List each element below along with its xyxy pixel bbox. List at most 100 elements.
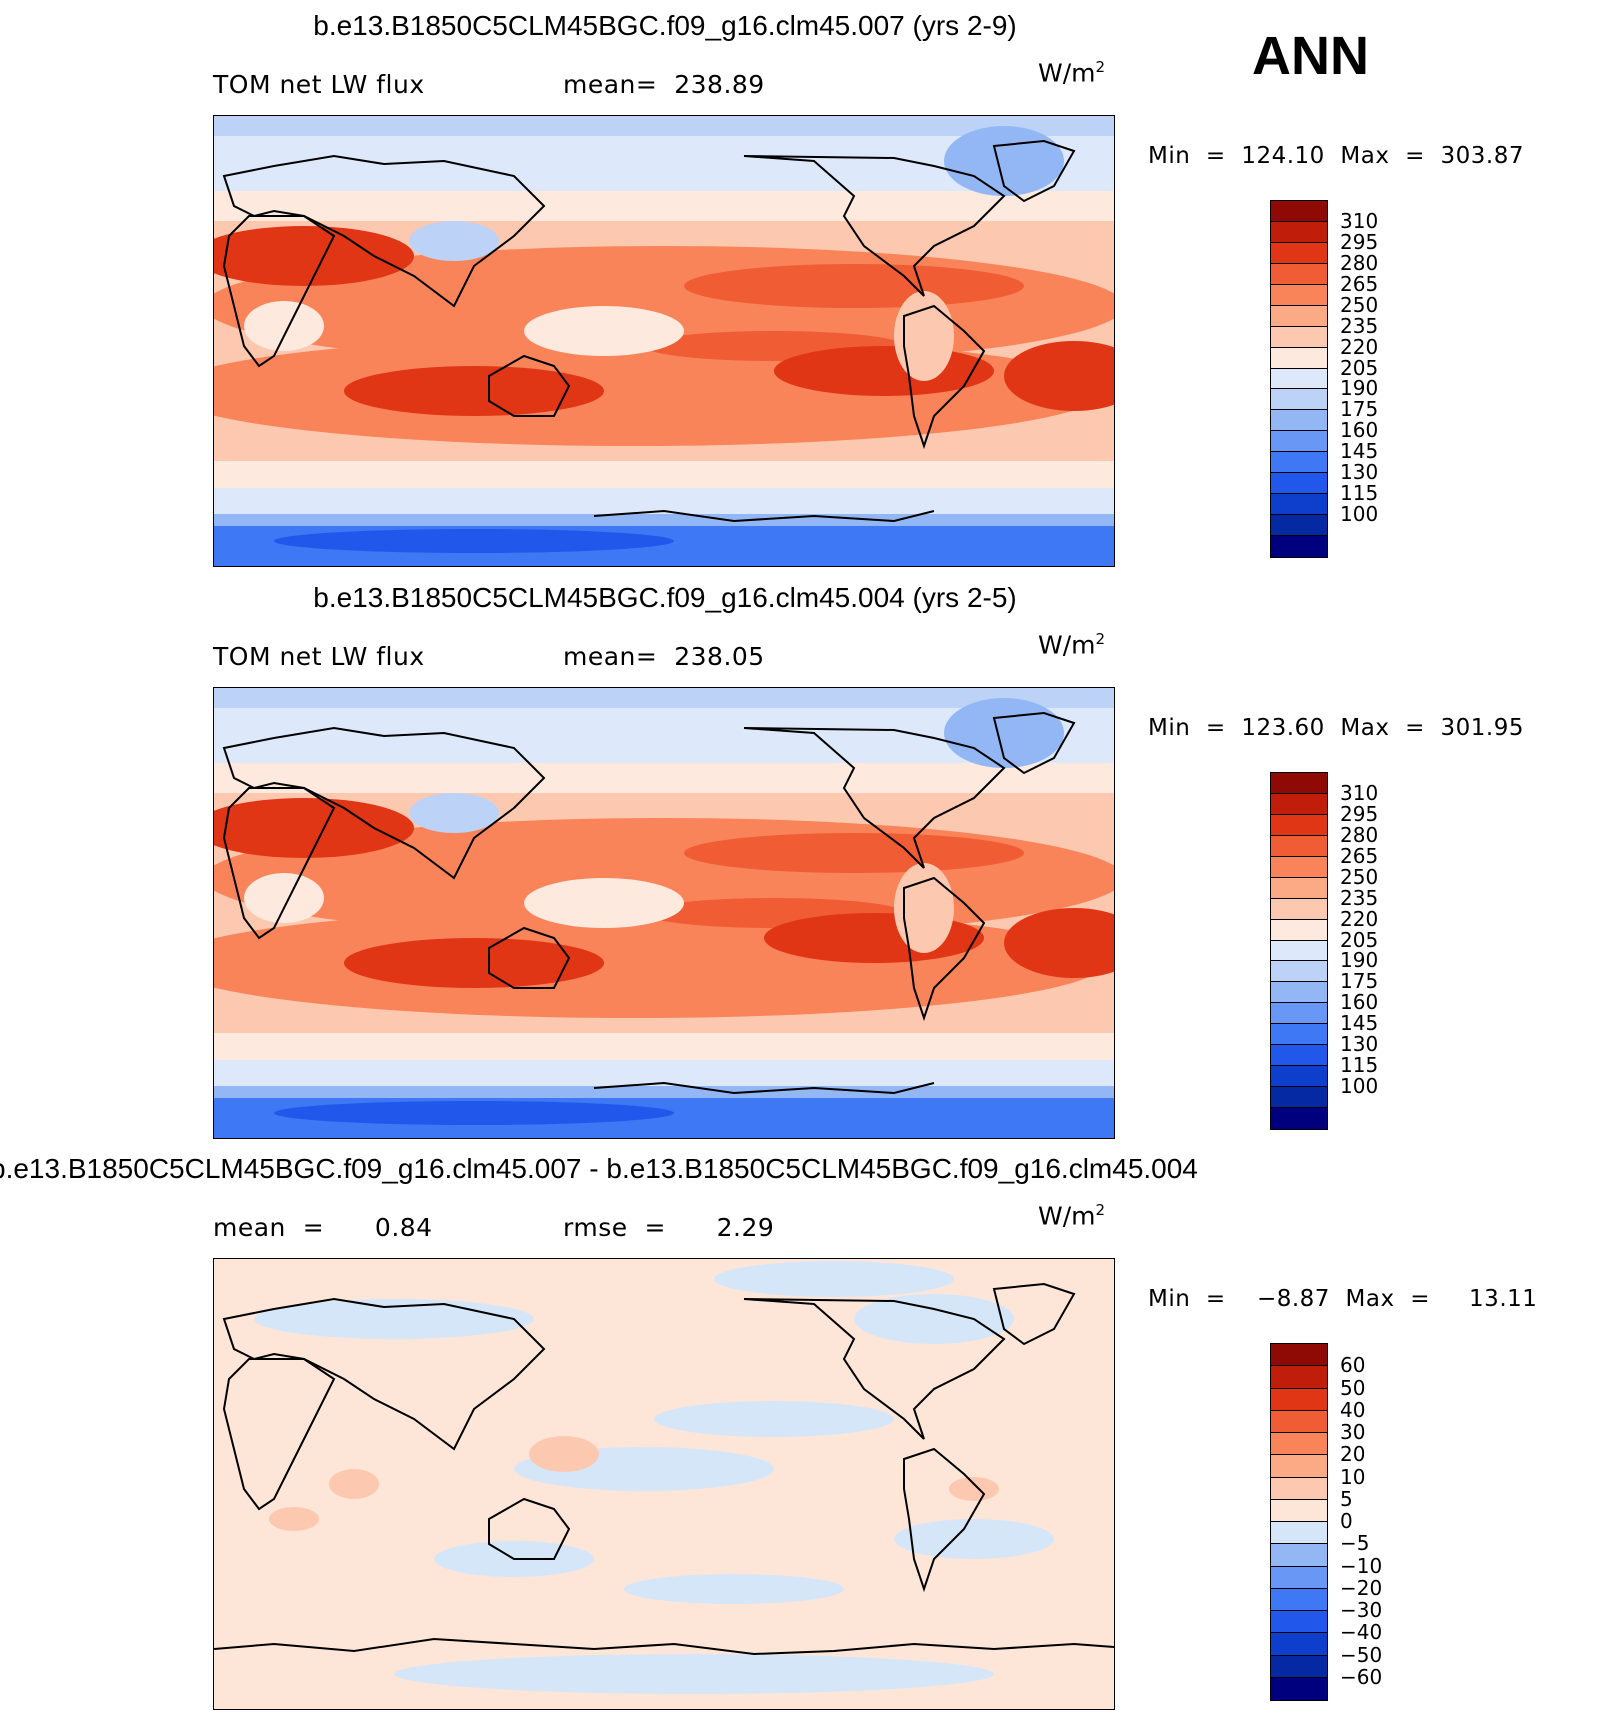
- coast-antarctica: [593, 1081, 935, 1095]
- colorbar-tick-label: 100: [1340, 1074, 1379, 1099]
- colorbar-swatch: [1271, 1045, 1327, 1067]
- colorbar-tick-label: 265: [1340, 843, 1379, 868]
- colorbar-tick-label: 160: [1340, 418, 1379, 443]
- colorbar-swatch: [1271, 201, 1327, 222]
- colorbar-tick-label: 175: [1340, 969, 1379, 994]
- colorbar-swatch: [1271, 473, 1327, 495]
- coast-africa: [222, 787, 336, 940]
- indian-warm: [344, 366, 604, 416]
- tibet-cool: [409, 793, 499, 833]
- colorbar-tick-label: 175: [1340, 397, 1379, 422]
- contour-map: [214, 116, 1114, 566]
- units-label: W/m2: [1038, 1201, 1106, 1231]
- band-arctic: [214, 688, 1114, 708]
- colorbar-tick-label: 310: [1340, 208, 1379, 233]
- pos-s-atlantic: [949, 1477, 999, 1501]
- coast-australia: [488, 354, 571, 417]
- colorbar-swatch: [1271, 919, 1327, 941]
- band-s-sub: [214, 1060, 1114, 1090]
- colorbar: [1270, 1343, 1328, 1701]
- antarctic-core: [274, 1101, 674, 1125]
- colorbar: [1270, 200, 1328, 558]
- colorbar-swatch: [1271, 410, 1327, 432]
- colorbar-swatch: [1271, 494, 1327, 516]
- colorbar-swatch: [1271, 1433, 1327, 1456]
- map-field: [213, 1258, 1115, 1710]
- pos-indian: [329, 1469, 379, 1499]
- colorbar-tick-label: 60: [1340, 1353, 1366, 1378]
- colorbar-swatch: [1271, 221, 1327, 243]
- colorbar-tick-label: −30: [1340, 1598, 1383, 1622]
- panel-title: b.e13.B1850C5CLM45BGC.f09_g16.clm45.007 …: [313, 10, 1017, 41]
- colorbar-swatch: [1271, 242, 1327, 264]
- colorbar-swatch: [1271, 1655, 1327, 1678]
- pos-warm-pool: [529, 1436, 599, 1472]
- colorbar-tick-label: 145: [1340, 439, 1379, 464]
- panel-title: b.e13.B1850C5CLM45BGC.f09_g16.clm45.007 …: [0, 1153, 1198, 1184]
- colorbar-tick-label: −40: [1340, 1620, 1383, 1645]
- panel-difference: b.e13.B1850C5CLM45BGC.f09_g16.clm45.007 …: [0, 1143, 1608, 1713]
- greenland-cool: [944, 698, 1064, 768]
- rmse-label: rmse = 2.29: [563, 1213, 775, 1242]
- colorbar-swatch: [1271, 1477, 1327, 1500]
- colorbar-swatch: [1271, 368, 1327, 390]
- colorbar-swatch: [1271, 877, 1327, 899]
- colorbar-swatch: [1271, 1388, 1327, 1411]
- colorbar-swatch: [1271, 1633, 1327, 1656]
- colorbar-swatch: [1271, 940, 1327, 962]
- map-field: [213, 115, 1115, 567]
- colorbar-swatch: [1271, 1344, 1327, 1367]
- band-s-sub: [214, 488, 1114, 518]
- colorbar-swatch: [1271, 263, 1327, 285]
- band-antarctic-edge: [214, 514, 1114, 526]
- neg-atlantic: [894, 1519, 1054, 1559]
- coast-eurasia: [222, 1297, 546, 1451]
- colorbar-swatch: [1271, 1677, 1327, 1700]
- colorbar-tick-label: 235: [1340, 885, 1379, 910]
- coast-africa: [222, 215, 336, 368]
- colorbar: [1270, 772, 1328, 1130]
- coast-eurasia: [222, 154, 546, 308]
- north-pacific-warm: [684, 833, 1024, 873]
- colorbar-swatch: [1271, 1611, 1327, 1634]
- colorbar-tick-label: −50: [1340, 1642, 1383, 1667]
- colorbar-swatch: [1271, 1522, 1327, 1545]
- colorbar-tick-label: 115: [1340, 481, 1379, 506]
- coast-greenland: [992, 139, 1076, 203]
- min-max-label: Min = 124.10 Max = 303.87: [1148, 143, 1524, 169]
- colorbar-swatch: [1271, 305, 1327, 327]
- coast-greenland: [992, 711, 1076, 775]
- colorbar-tick-label: 295: [1340, 801, 1379, 826]
- coast-eurasia: [222, 726, 546, 880]
- neg-south-pacific: [624, 1574, 844, 1604]
- band-n-mid: [214, 191, 1114, 221]
- colorbar-tick-label: 10: [1340, 1464, 1366, 1489]
- units-label: W/m2: [1038, 630, 1106, 660]
- colorbar-swatch: [1271, 1066, 1327, 1088]
- colorbar-tick-label: 115: [1340, 1053, 1379, 1078]
- colorbar-swatch: [1271, 452, 1327, 474]
- mean-label: mean= 238.05: [563, 642, 765, 671]
- colorbar-tick-label: 250: [1340, 292, 1379, 317]
- coast-north-america: [743, 727, 1006, 869]
- colorbar-swatch: [1271, 814, 1327, 836]
- colorbar-swatch: [1271, 1499, 1327, 1522]
- band-arctic: [214, 116, 1114, 136]
- colorbar-tick-label: 205: [1340, 355, 1379, 380]
- colorbar-tick-label: 310: [1340, 780, 1379, 805]
- colorbar-tick-label: 40: [1340, 1397, 1366, 1422]
- antarctic-core: [274, 529, 674, 553]
- colorbar-swatch: [1271, 431, 1327, 453]
- colorbar-tick-label: 130: [1340, 1032, 1379, 1057]
- coast-africa: [222, 1358, 336, 1511]
- colorbar-swatch: [1271, 898, 1327, 920]
- colorbar-swatch: [1271, 856, 1327, 878]
- min-max-label: Min = 123.60 Max = 301.95: [1148, 715, 1524, 741]
- neg-southern-ocean: [394, 1654, 994, 1694]
- colorbar-swatch: [1271, 1087, 1327, 1109]
- colorbar-swatch: [1271, 347, 1327, 369]
- colorbar-tick-label: 160: [1340, 990, 1379, 1015]
- north-pacific-warm: [684, 264, 1024, 308]
- colorbar-swatch: [1271, 773, 1327, 794]
- mean-label: mean= 238.89: [563, 70, 765, 99]
